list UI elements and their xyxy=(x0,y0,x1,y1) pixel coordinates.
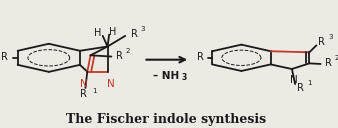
Text: 1: 1 xyxy=(307,80,312,86)
Text: 3: 3 xyxy=(141,26,145,32)
Text: N: N xyxy=(107,78,115,89)
Text: N: N xyxy=(290,75,298,85)
Text: 3: 3 xyxy=(182,73,187,82)
Text: – NH: – NH xyxy=(153,71,180,81)
Text: R: R xyxy=(318,37,325,47)
Text: R: R xyxy=(131,29,138,39)
Text: R: R xyxy=(325,58,332,68)
Text: R: R xyxy=(80,89,87,99)
Text: R: R xyxy=(1,52,8,62)
Text: N: N xyxy=(80,78,88,89)
Text: R: R xyxy=(116,51,122,61)
Text: 2: 2 xyxy=(334,55,338,61)
Text: 1: 1 xyxy=(92,88,97,94)
Text: R: R xyxy=(197,52,204,62)
Text: H: H xyxy=(109,27,117,37)
Text: The Fischer indole synthesis: The Fischer indole synthesis xyxy=(66,113,266,126)
Text: 3: 3 xyxy=(328,34,333,40)
Text: 2: 2 xyxy=(125,48,129,54)
Text: R: R xyxy=(297,83,304,93)
Text: H: H xyxy=(94,28,102,38)
